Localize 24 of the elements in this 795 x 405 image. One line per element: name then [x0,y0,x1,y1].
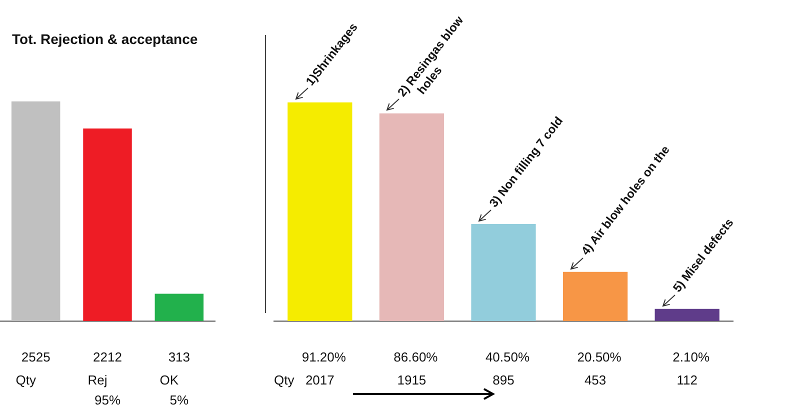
chart-title: Tot. Rejection & acceptance [12,31,198,47]
x-tick-label: Qty [16,372,36,388]
bar [288,102,352,321]
bar [379,113,444,321]
data-label: 453 [584,372,606,388]
data-label: 2525 [21,350,50,365]
bar [654,308,720,321]
x-tick-label: Rej [88,372,108,388]
bar [562,272,628,321]
text: 95% [94,392,121,405]
text: 86.60% [394,350,438,365]
data-label: 1915 [397,372,426,388]
text: 20.50% [577,350,622,365]
data-label: 313 [168,350,190,365]
bar [471,224,536,321]
data-label: 2017 [305,372,334,388]
text: 40.50% [485,350,530,365]
data-label: 2212 [93,350,122,365]
text: 5% [170,392,189,405]
x-tick-label: OK [160,372,179,388]
text: 91.20% [302,350,346,365]
text: 2.10% [672,350,710,365]
data-label: 112 [676,372,698,388]
data-label: 895 [492,372,514,388]
